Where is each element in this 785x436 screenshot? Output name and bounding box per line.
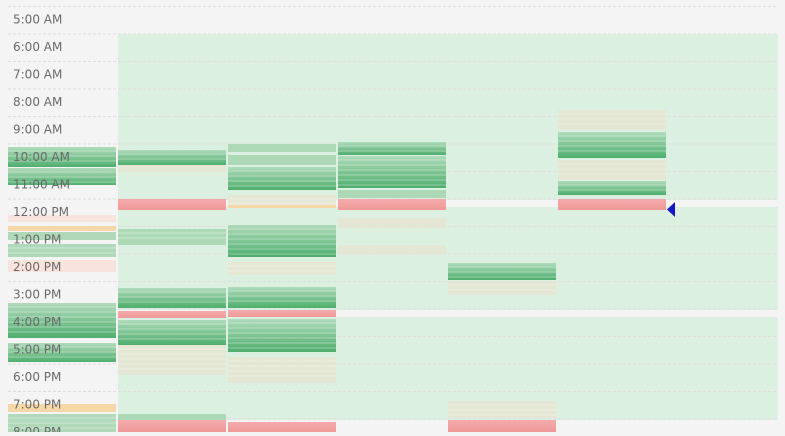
event-block [558, 199, 666, 210]
event-block [118, 288, 226, 308]
event-block [8, 343, 116, 362]
event-block [338, 190, 446, 198]
time-label: 7:00 AM [13, 68, 62, 82]
event-block [228, 319, 336, 352]
time-label: 6:00 PM [13, 370, 61, 384]
event-block [338, 199, 446, 210]
time-label: 4:00 PM [13, 315, 61, 329]
time-label: 7:00 PM [13, 398, 61, 412]
event-block [338, 156, 446, 188]
event-block [118, 345, 226, 375]
event-block [8, 414, 116, 432]
time-label: 2:00 PM [13, 260, 61, 274]
event-block [448, 263, 556, 280]
event-block [228, 287, 336, 308]
event-block [8, 404, 116, 412]
time-label: 6:00 AM [13, 40, 62, 54]
event-block [118, 199, 226, 210]
time-label: 5:00 PM [13, 343, 61, 357]
event-block [8, 215, 116, 222]
event-block [118, 150, 226, 165]
event-block [558, 160, 666, 180]
event-block [8, 232, 116, 240]
event-block [338, 142, 446, 155]
event-block [338, 245, 446, 254]
event-block [228, 195, 336, 208]
event-block [558, 132, 666, 158]
event-block [118, 320, 226, 345]
event-block [8, 168, 116, 185]
event-block [8, 260, 116, 272]
event-block [228, 422, 336, 432]
event-block [228, 357, 336, 383]
event-block [228, 310, 336, 317]
event-block [228, 155, 336, 165]
time-label: 12:00 PM [13, 205, 69, 219]
time-label: 10:00 AM [13, 150, 70, 164]
event-block [228, 225, 336, 257]
time-label: 9:00 AM [13, 123, 62, 137]
time-label: 1:00 PM [13, 233, 61, 247]
event-block [338, 218, 446, 228]
event-block [118, 311, 226, 318]
event-block [118, 414, 226, 420]
event-block [558, 110, 666, 130]
current-time-marker [667, 202, 675, 217]
time-label: 5:00 AM [13, 13, 62, 27]
event-block [228, 205, 336, 208]
event-block [448, 401, 556, 418]
event-block [228, 144, 336, 152]
event-block [8, 226, 116, 231]
event-block [118, 420, 226, 432]
time-label: 8:00 PM [13, 425, 61, 432]
event-block [118, 165, 226, 172]
event-block [448, 420, 556, 432]
event-block [228, 262, 336, 275]
event-block [558, 181, 666, 195]
event-block [8, 147, 116, 167]
time-label: 8:00 AM [13, 95, 62, 109]
event-block [8, 244, 116, 257]
time-label: 11:00 AM [13, 178, 70, 192]
event-block [118, 229, 226, 245]
event-block [448, 281, 556, 295]
event-block [8, 303, 116, 338]
time-label: 3:00 PM [13, 288, 61, 302]
event-block [228, 167, 336, 190]
